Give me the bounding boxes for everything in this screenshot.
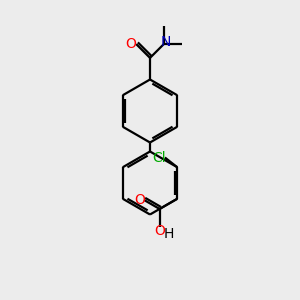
Text: O: O <box>125 37 136 51</box>
Text: O: O <box>154 224 165 239</box>
Text: Cl: Cl <box>152 151 166 164</box>
Text: O: O <box>134 193 145 207</box>
Text: N: N <box>160 35 171 49</box>
Text: H: H <box>164 226 174 241</box>
